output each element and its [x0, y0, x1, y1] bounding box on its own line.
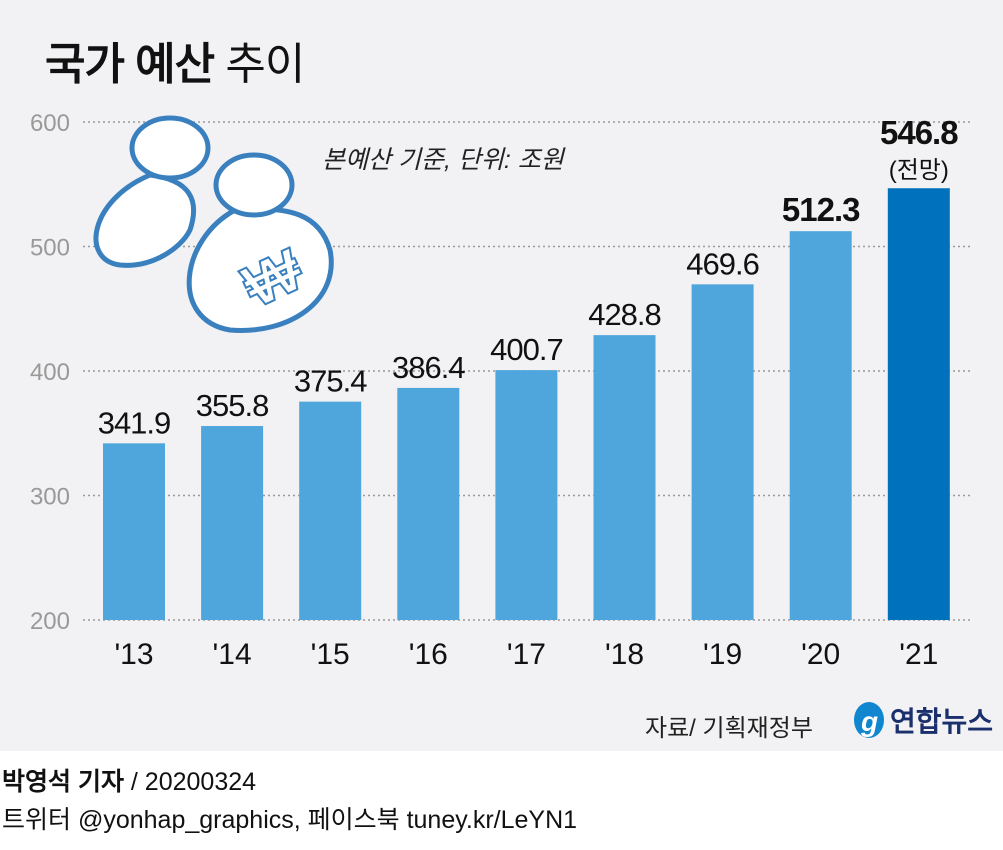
unit-note: 본예산 기준, 단위: 조원	[322, 146, 564, 174]
byline: 박영석 기자 / 20200324	[2, 762, 256, 798]
data-label: 469.6	[686, 246, 759, 281]
forecast-note: (전망)	[889, 157, 949, 184]
data-label: 546.8	[880, 114, 958, 151]
money-bags-illustration: ₩	[93, 115, 334, 333]
x-tick-label: '17	[507, 638, 546, 671]
bar	[495, 370, 558, 620]
data-label: 386.4	[392, 350, 465, 385]
social-links: 트위터 @yonhap_graphics, 페이스북 tuney.kr/LeYN…	[2, 806, 578, 834]
data-label: 355.8	[196, 388, 269, 423]
data-label: 428.8	[588, 297, 661, 332]
x-tick-label: '21	[899, 638, 938, 671]
bar	[593, 335, 656, 620]
bar	[201, 426, 264, 620]
date: / 20200324	[130, 768, 257, 796]
bar	[397, 387, 460, 620]
data-label: 400.7	[490, 332, 563, 367]
y-tick-label: 300	[30, 484, 70, 511]
data-label: 512.3	[782, 191, 860, 228]
bar	[691, 284, 754, 620]
bar-chart: 200 300 400 500 600 ₩ '13 341.9 '14 355.8 '15 375…	[30, 110, 970, 671]
data-label: 341.9	[98, 405, 171, 440]
bar	[103, 443, 165, 620]
x-tick-label: '15	[311, 638, 350, 671]
x-tick-label: '18	[605, 638, 644, 671]
x-tick-label: '13	[114, 638, 153, 671]
author: 박영석 기자	[2, 768, 124, 796]
y-tick-label: 200	[30, 608, 70, 635]
bar	[789, 231, 852, 620]
bar	[887, 188, 950, 620]
yonhap-logo: g 연합뉴스	[852, 700, 993, 740]
svg-text:g: g	[860, 706, 878, 737]
source-text: 자료/ 기획재정부	[645, 715, 813, 742]
y-tick-label: 500	[30, 235, 70, 262]
data-label: 375.4	[294, 364, 367, 399]
yonhap-logo-icon: g	[854, 702, 884, 738]
bar	[299, 401, 362, 620]
y-tick-label: 400	[30, 359, 70, 386]
x-tick-label: '19	[703, 638, 742, 671]
x-tick-label: '20	[801, 638, 840, 671]
chart-title: 국가 예산 추이	[45, 28, 305, 92]
title-bold: 국가 예산	[45, 40, 215, 89]
logo-text: 연합뉴스	[890, 706, 994, 737]
y-tick-label: 600	[30, 110, 70, 137]
x-tick-label: '16	[409, 638, 448, 671]
x-tick-label: '14	[213, 638, 252, 671]
title-light: 추이	[225, 40, 305, 89]
